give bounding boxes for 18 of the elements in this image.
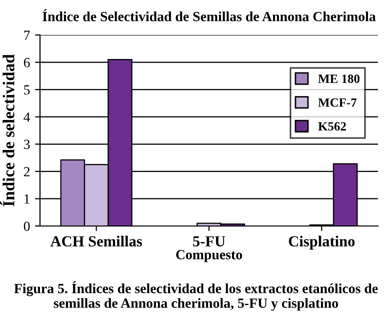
y-tick-label: 5: [24, 85, 30, 95]
text: Figura 5. Índices de selectividad de los extractos etanólicos de semillas de Annona cherimola, 5-FU y cisplatino: [14, 281, 378, 311]
y-tick-label: 6: [24, 58, 30, 68]
legend-label: ME 180: [318, 74, 360, 83]
y-tick-label: 2: [24, 167, 30, 176]
y-tick-label: 3: [24, 140, 30, 150]
x-axis-title: Compuesto: [176, 250, 242, 262]
y-tick-label: 1: [24, 194, 30, 204]
legend-label: K562: [318, 122, 346, 131]
x-tick-label: ACH Semillas: [50, 236, 142, 246]
y-tick-label: 4: [24, 112, 30, 122]
y-axis-title: Índice de selectividad: [0, 54, 14, 206]
legend-label: MCF-7: [318, 98, 357, 107]
x-tick-label: 5-FU: [193, 236, 226, 246]
chart-title: Índice de Selectividad de Semillas de Annona Cherimola: [42, 9, 376, 22]
y-tick-label: 0: [24, 222, 30, 231]
x-tick-label: Cisplatino: [288, 236, 355, 250]
y-tick-label: 7: [24, 30, 30, 40]
